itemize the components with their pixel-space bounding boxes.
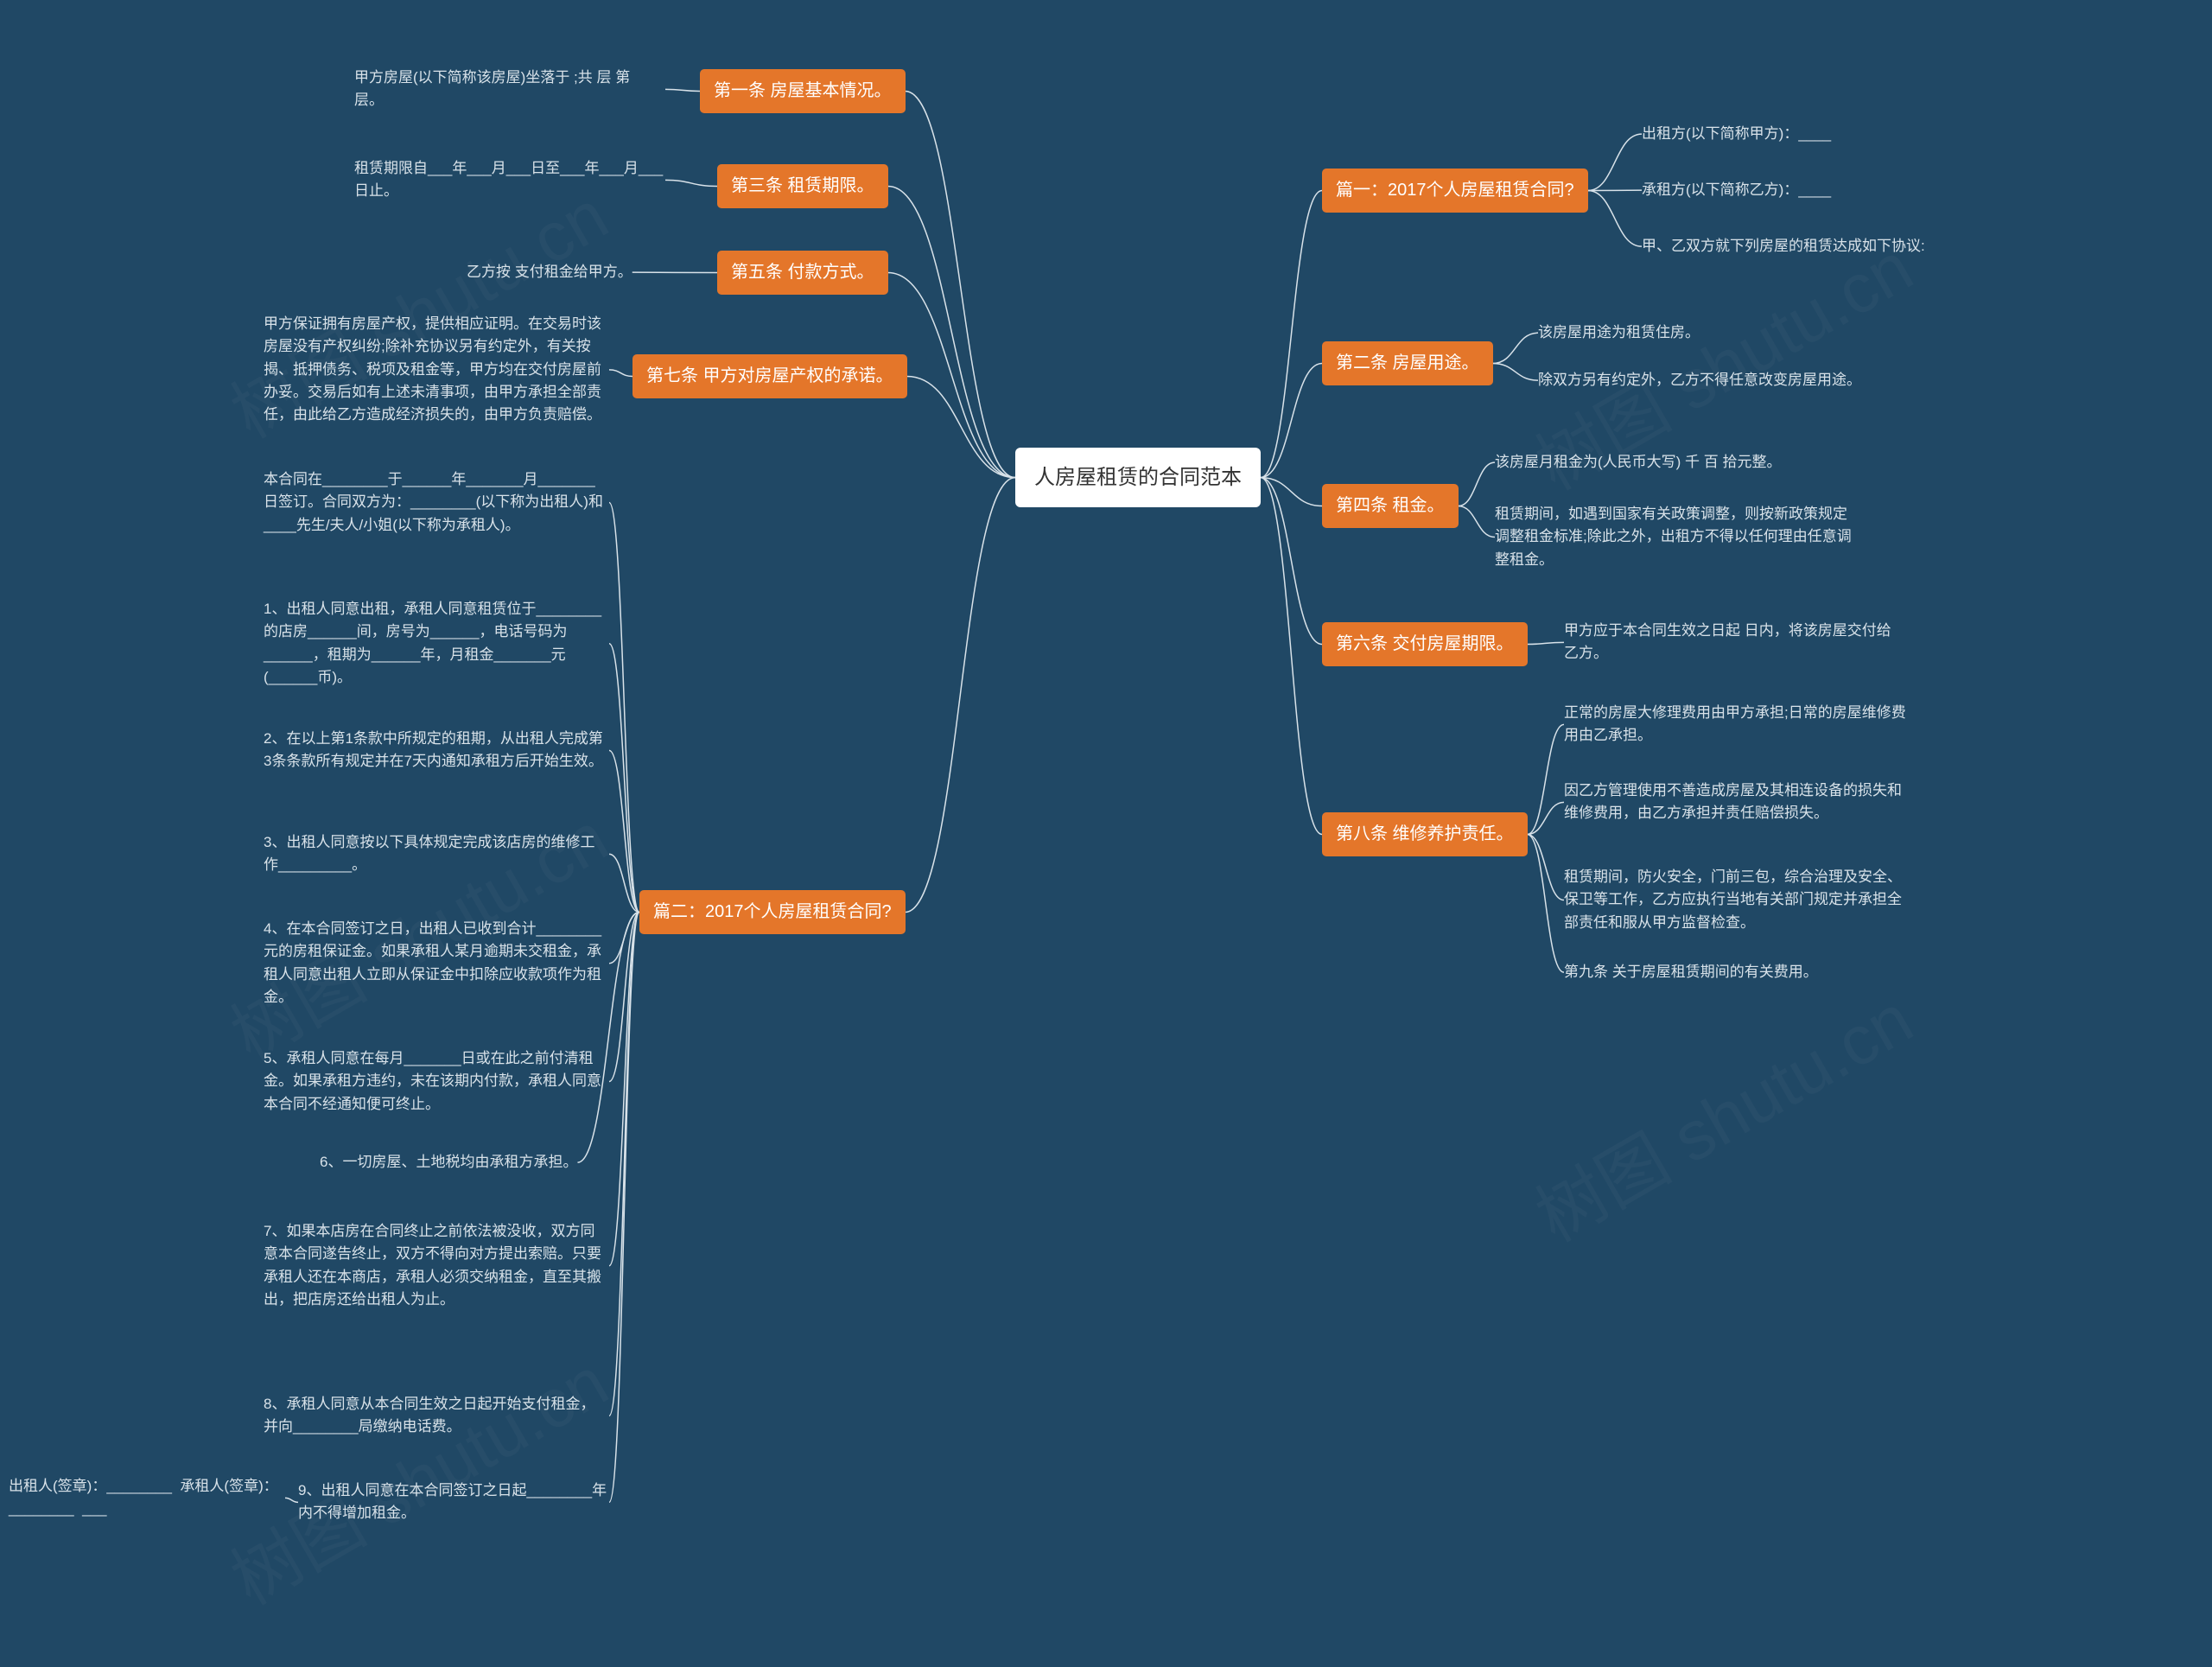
leaf-left-4-0: 本合同在________于______年_______月_______日签订。合… bbox=[264, 467, 609, 538]
branch-left-1: 第三条 租赁期限。 bbox=[717, 164, 888, 208]
root-node: 人房屋租赁的合同范本 bbox=[1015, 448, 1261, 507]
leaf-right-0-0: 出租方(以下简称甲方)：____ bbox=[1642, 121, 1831, 147]
leaf-right-4-0: 正常的房屋大修理费用由甲方承担;日常的房屋维修费用由乙承担。 bbox=[1564, 700, 1910, 749]
branch-right-0: 篇一：2017个人房屋租赁合同? bbox=[1322, 169, 1588, 213]
leaf-right-4-1: 因乙方管理使用不善造成房屋及其相连设备的损失和维修费用，由乙方承担并责任赔偿损失… bbox=[1564, 778, 1910, 827]
leaf-left-4-5: 5、承租人同意在每月_______日或在此之前付清租金。如果承租方违约，未在该期… bbox=[264, 1046, 609, 1117]
branch-right-2: 第四条 租金。 bbox=[1322, 484, 1459, 528]
leaf-left-4-1: 1、出租人同意出租，承租人同意租赁位于________的店房______间，房号… bbox=[264, 596, 609, 690]
leaf-right-2-1: 租赁期间，如遇到国家有关政策调整，则按新政策规定调整租金标准;除此之外，出租方不… bbox=[1495, 501, 1858, 573]
leaf-right-4-3: 第九条 关于房屋租赁期间的有关费用。 bbox=[1564, 959, 1818, 985]
leaf-right-3-0: 甲方应于本合同生效之日起 日内，将该房屋交付给乙方。 bbox=[1564, 618, 1892, 667]
mindmap-canvas: 树图 shutu.cn 树图 shutu.cn 树图 shutu.cn 树图 s… bbox=[0, 0, 2212, 1667]
branch-left-2: 第五条 付款方式。 bbox=[717, 251, 888, 295]
leaf-left-4-8: 8、承租人同意从本合同生效之日起开始支付租金，并向________局缴纳电话费。 bbox=[264, 1391, 609, 1441]
leaf-left-4-9: 9、出租人同意在本合同签订之日起________年内不得增加租金。 bbox=[298, 1478, 609, 1527]
leaf-left-4-extra: 出租人(签章)：________ 承租人(签章)：________ ___ bbox=[9, 1473, 285, 1523]
branch-right-1: 第二条 房屋用途。 bbox=[1322, 341, 1493, 385]
leaf-left-4-6: 6、一切房屋、土地税均由承租方承担。 bbox=[320, 1149, 577, 1175]
leaf-right-2-0: 该房屋月租金为(人民币大写) 千 百 拾元整。 bbox=[1495, 449, 1782, 475]
leaf-left-2-0: 乙方按 支付租金给甲方。 bbox=[467, 259, 632, 285]
leaf-left-4-7: 7、如果本店房在合同终止之前依法被没收，双方同意本合同遂告终止，双方不得向对方提… bbox=[264, 1218, 609, 1313]
branch-left-4: 篇二：2017个人房屋租赁合同? bbox=[639, 890, 906, 934]
leaf-left-4-4: 4、在本合同签订之日，出租人已收到合计________元的房租保证金。如果承租人… bbox=[264, 916, 609, 1010]
leaf-left-3-0: 甲方保证拥有房屋产权，提供相应证明。在交易时该房屋没有产权纠纷;除补充协议另有约… bbox=[264, 311, 609, 429]
branch-left-0: 第一条 房屋基本情况。 bbox=[700, 69, 906, 113]
leaf-right-1-0: 该房屋用途为租赁住房。 bbox=[1538, 320, 1700, 346]
branch-right-4: 第八条 维修养护责任。 bbox=[1322, 812, 1528, 856]
leaf-right-1-1: 除双方另有约定外，乙方不得任意改变房屋用途。 bbox=[1538, 367, 1861, 393]
leaf-right-0-2: 甲、乙双方就下列房屋的租赁达成如下协议: bbox=[1642, 233, 1925, 259]
branch-right-3: 第六条 交付房屋期限。 bbox=[1322, 622, 1528, 666]
leaf-right-4-2: 租赁期间，防火安全，门前三包，综合治理及安全、保卫等工作，乙方应执行当地有关部门… bbox=[1564, 864, 1910, 936]
branch-left-3: 第七条 甲方对房屋产权的承诺。 bbox=[632, 354, 907, 398]
leaf-right-0-1: 承租方(以下简称乙方)：____ bbox=[1642, 177, 1831, 203]
leaf-left-1-0: 租赁期限自___年___月___日至___年___月___日止。 bbox=[354, 156, 665, 205]
leaf-left-4-3: 3、出租人同意按以下具体规定完成该店房的维修工作_________。 bbox=[264, 830, 609, 879]
leaf-left-0-0: 甲方房屋(以下简称该房屋)坐落于 ;共 层 第 层。 bbox=[354, 65, 665, 114]
leaf-left-4-2: 2、在以上第1条款中所规定的租期，从出租人完成第3条条款所有规定并在7天内通知承… bbox=[264, 726, 609, 775]
